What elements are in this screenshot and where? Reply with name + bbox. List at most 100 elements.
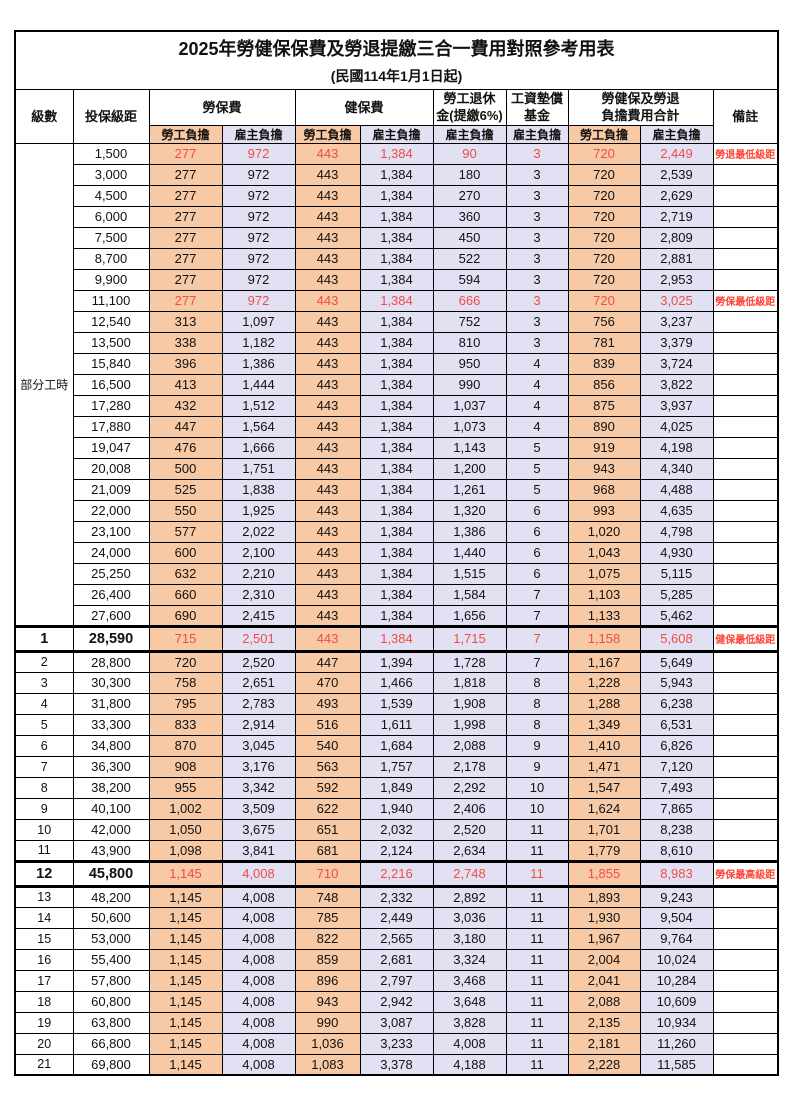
cell-health-employer: 1,384 (359, 457, 434, 480)
cell-pension-employer: 2,406 (432, 797, 507, 820)
cell-health-employee: 443 (294, 331, 361, 354)
cell-pension-employer: 1,143 (432, 436, 507, 459)
cell-total-employer: 6,826 (639, 734, 714, 757)
cell-level: 6 (14, 734, 74, 757)
cell-pension-employer: 1,037 (432, 394, 507, 417)
cell-total-employer: 6,238 (639, 692, 714, 715)
cell-level: 16 (14, 948, 74, 971)
cell-labor-employer: 3,841 (221, 839, 296, 862)
cell-total-employee: 856 (567, 373, 641, 396)
cell-health-employer: 1,384 (359, 205, 434, 228)
header-pension: 勞工退休 金(提繳6%) (432, 88, 507, 126)
cell-labor-employer: 2,783 (221, 692, 296, 715)
cell-labor-employee: 955 (148, 776, 223, 799)
cell-salary: 31,800 (72, 692, 150, 715)
cell-salary: 66,800 (72, 1032, 150, 1055)
cell-pension-employer: 2,088 (432, 734, 507, 757)
cell-total-employer: 7,120 (639, 755, 714, 778)
cell-wagefund-employer: 4 (505, 415, 569, 438)
cell-salary: 55,400 (72, 948, 150, 971)
cell-salary: 42,000 (72, 818, 150, 841)
cell-total-employee: 1,893 (567, 885, 641, 908)
cell-health-employee: 470 (294, 671, 361, 694)
cell-total-employee: 1,167 (567, 650, 641, 673)
cell-health-employer: 1,384 (359, 541, 434, 564)
header-salary: 投保級距 (72, 88, 150, 144)
cell-total-employer: 11,260 (639, 1032, 714, 1055)
cell-total-employee: 720 (567, 247, 641, 270)
cell-wagefund-employer: 10 (505, 776, 569, 799)
cell-health-employee: 1,036 (294, 1032, 361, 1055)
cell-total-employee: 1,779 (567, 839, 641, 862)
cell-total-employee: 720 (567, 289, 641, 312)
cell-salary: 53,000 (72, 927, 150, 950)
cell-labor-employer: 1,182 (221, 331, 296, 354)
cell-health-employer: 1,384 (359, 520, 434, 543)
cell-total-employer: 3,025 (639, 289, 714, 312)
cell-wagefund-employer: 3 (505, 142, 569, 165)
cell-labor-employee: 277 (148, 289, 223, 312)
cell-level: 1 (14, 624, 74, 653)
cell-pension-employer: 2,748 (432, 859, 507, 888)
cell-salary: 25,250 (72, 562, 150, 585)
cell-health-employee: 443 (294, 268, 361, 291)
cell-salary: 12,540 (72, 310, 150, 333)
cell-salary: 48,200 (72, 885, 150, 908)
cell-remark: 勞保最高級距 (712, 859, 779, 888)
cell-total-employer: 5,115 (639, 562, 714, 585)
cell-salary: 28,590 (72, 624, 150, 653)
cell-remark (712, 839, 779, 862)
cell-total-employee: 1,133 (567, 604, 641, 627)
cell-total-employer: 4,798 (639, 520, 714, 543)
cell-labor-employer: 972 (221, 289, 296, 312)
cell-level: 11 (14, 839, 74, 862)
fee-table: 2025年勞健保保費及勞退提繳三合一費用對照參考用表 (民國114年1月1日起)… (14, 30, 780, 1076)
cell-pension-employer: 3,828 (432, 1011, 507, 1034)
table-row: 11,100 277 972 443 1,384 666 3 720 3,025 勞保最低級距 (15, 289, 779, 312)
cell-labor-employer: 1,386 (221, 352, 296, 375)
cell-remark (712, 1032, 779, 1055)
cell-labor-employee: 277 (148, 247, 223, 270)
table-row: 17 57,800 1,145 4,008 896 2,797 3,468 11 2,041 10… (14, 969, 779, 992)
cell-total-employee: 720 (567, 205, 641, 228)
cell-labor-employee: 1,145 (148, 927, 223, 950)
table-row: 15 53,000 1,145 4,008 822 2,565 3,180 11 1,967 9,… (14, 927, 779, 950)
cell-labor-employer: 972 (221, 163, 296, 186)
cell-pension-employer: 3,324 (432, 948, 507, 971)
cell-total-employee: 1,701 (567, 818, 641, 841)
table-row: 11 43,900 1,098 3,841 681 2,124 2,634 11 1,779 8,… (14, 839, 779, 862)
cell-labor-employee: 313 (148, 310, 223, 333)
cell-labor-employee: 577 (148, 520, 223, 543)
cell-labor-employee: 500 (148, 457, 223, 480)
cell-health-employer: 1,539 (359, 692, 434, 715)
cell-salary: 8,700 (72, 247, 150, 270)
table-row: 13,500 338 1,182 443 1,384 810 3 781 3,379 (15, 331, 779, 354)
cell-salary: 4,500 (72, 184, 150, 207)
cell-health-employee: 443 (294, 624, 361, 653)
cell-health-employer: 2,449 (359, 906, 434, 929)
cell-health-employer: 3,087 (359, 1011, 434, 1034)
cell-labor-employee: 432 (148, 394, 223, 417)
table-row: 3,000 277 972 443 1,384 180 3 720 2,539 (15, 163, 779, 186)
cell-health-employee: 447 (294, 650, 361, 673)
cell-health-employee: 443 (294, 541, 361, 564)
cell-salary: 63,800 (72, 1011, 150, 1034)
cell-pension-employer: 1,320 (432, 499, 507, 522)
cell-total-employee: 1,288 (567, 692, 641, 715)
cell-pension-employer: 1,515 (432, 562, 507, 585)
header-wage-fund: 工資墊償 基金 (505, 88, 569, 126)
cell-health-employer: 2,942 (359, 990, 434, 1013)
cell-remark (712, 373, 779, 396)
table-body: 部分工時 1,500 277 972 443 1,384 90 3 720 2,449 勞退最低級距… (14, 142, 779, 1076)
cell-labor-employer: 1,444 (221, 373, 296, 396)
cell-total-employer: 7,865 (639, 797, 714, 820)
cell-total-employee: 1,855 (567, 859, 641, 888)
cell-wagefund-employer: 5 (505, 478, 569, 501)
cell-remark (712, 948, 779, 971)
cell-remark (712, 331, 779, 354)
cell-remark (712, 415, 779, 438)
table-row: 24,000 600 2,100 443 1,384 1,440 6 1,043 4,930 (15, 541, 779, 564)
cell-salary: 43,900 (72, 839, 150, 862)
cell-health-employer: 1,384 (359, 436, 434, 459)
table-row: 14 50,600 1,145 4,008 785 2,449 3,036 11 1,930 9,… (14, 906, 779, 929)
